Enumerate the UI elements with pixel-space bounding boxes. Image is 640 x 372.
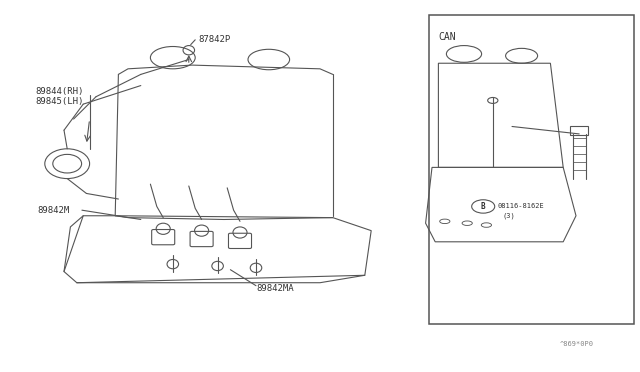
Bar bbox=[429, 15, 634, 324]
Text: B: B bbox=[481, 202, 486, 211]
Text: 87842P: 87842P bbox=[198, 35, 230, 44]
Text: ^869*0P0: ^869*0P0 bbox=[560, 341, 594, 347]
Text: 89842M: 89842M bbox=[37, 206, 69, 215]
Text: 89842MA: 89842MA bbox=[256, 284, 294, 293]
Text: CAN: CAN bbox=[438, 32, 456, 42]
Text: 89845(LH): 89845(LH) bbox=[35, 97, 84, 106]
Text: 08116-8162E: 08116-8162E bbox=[498, 203, 545, 209]
Text: 89844(RH): 89844(RH) bbox=[35, 87, 84, 96]
Text: (3): (3) bbox=[502, 212, 515, 219]
